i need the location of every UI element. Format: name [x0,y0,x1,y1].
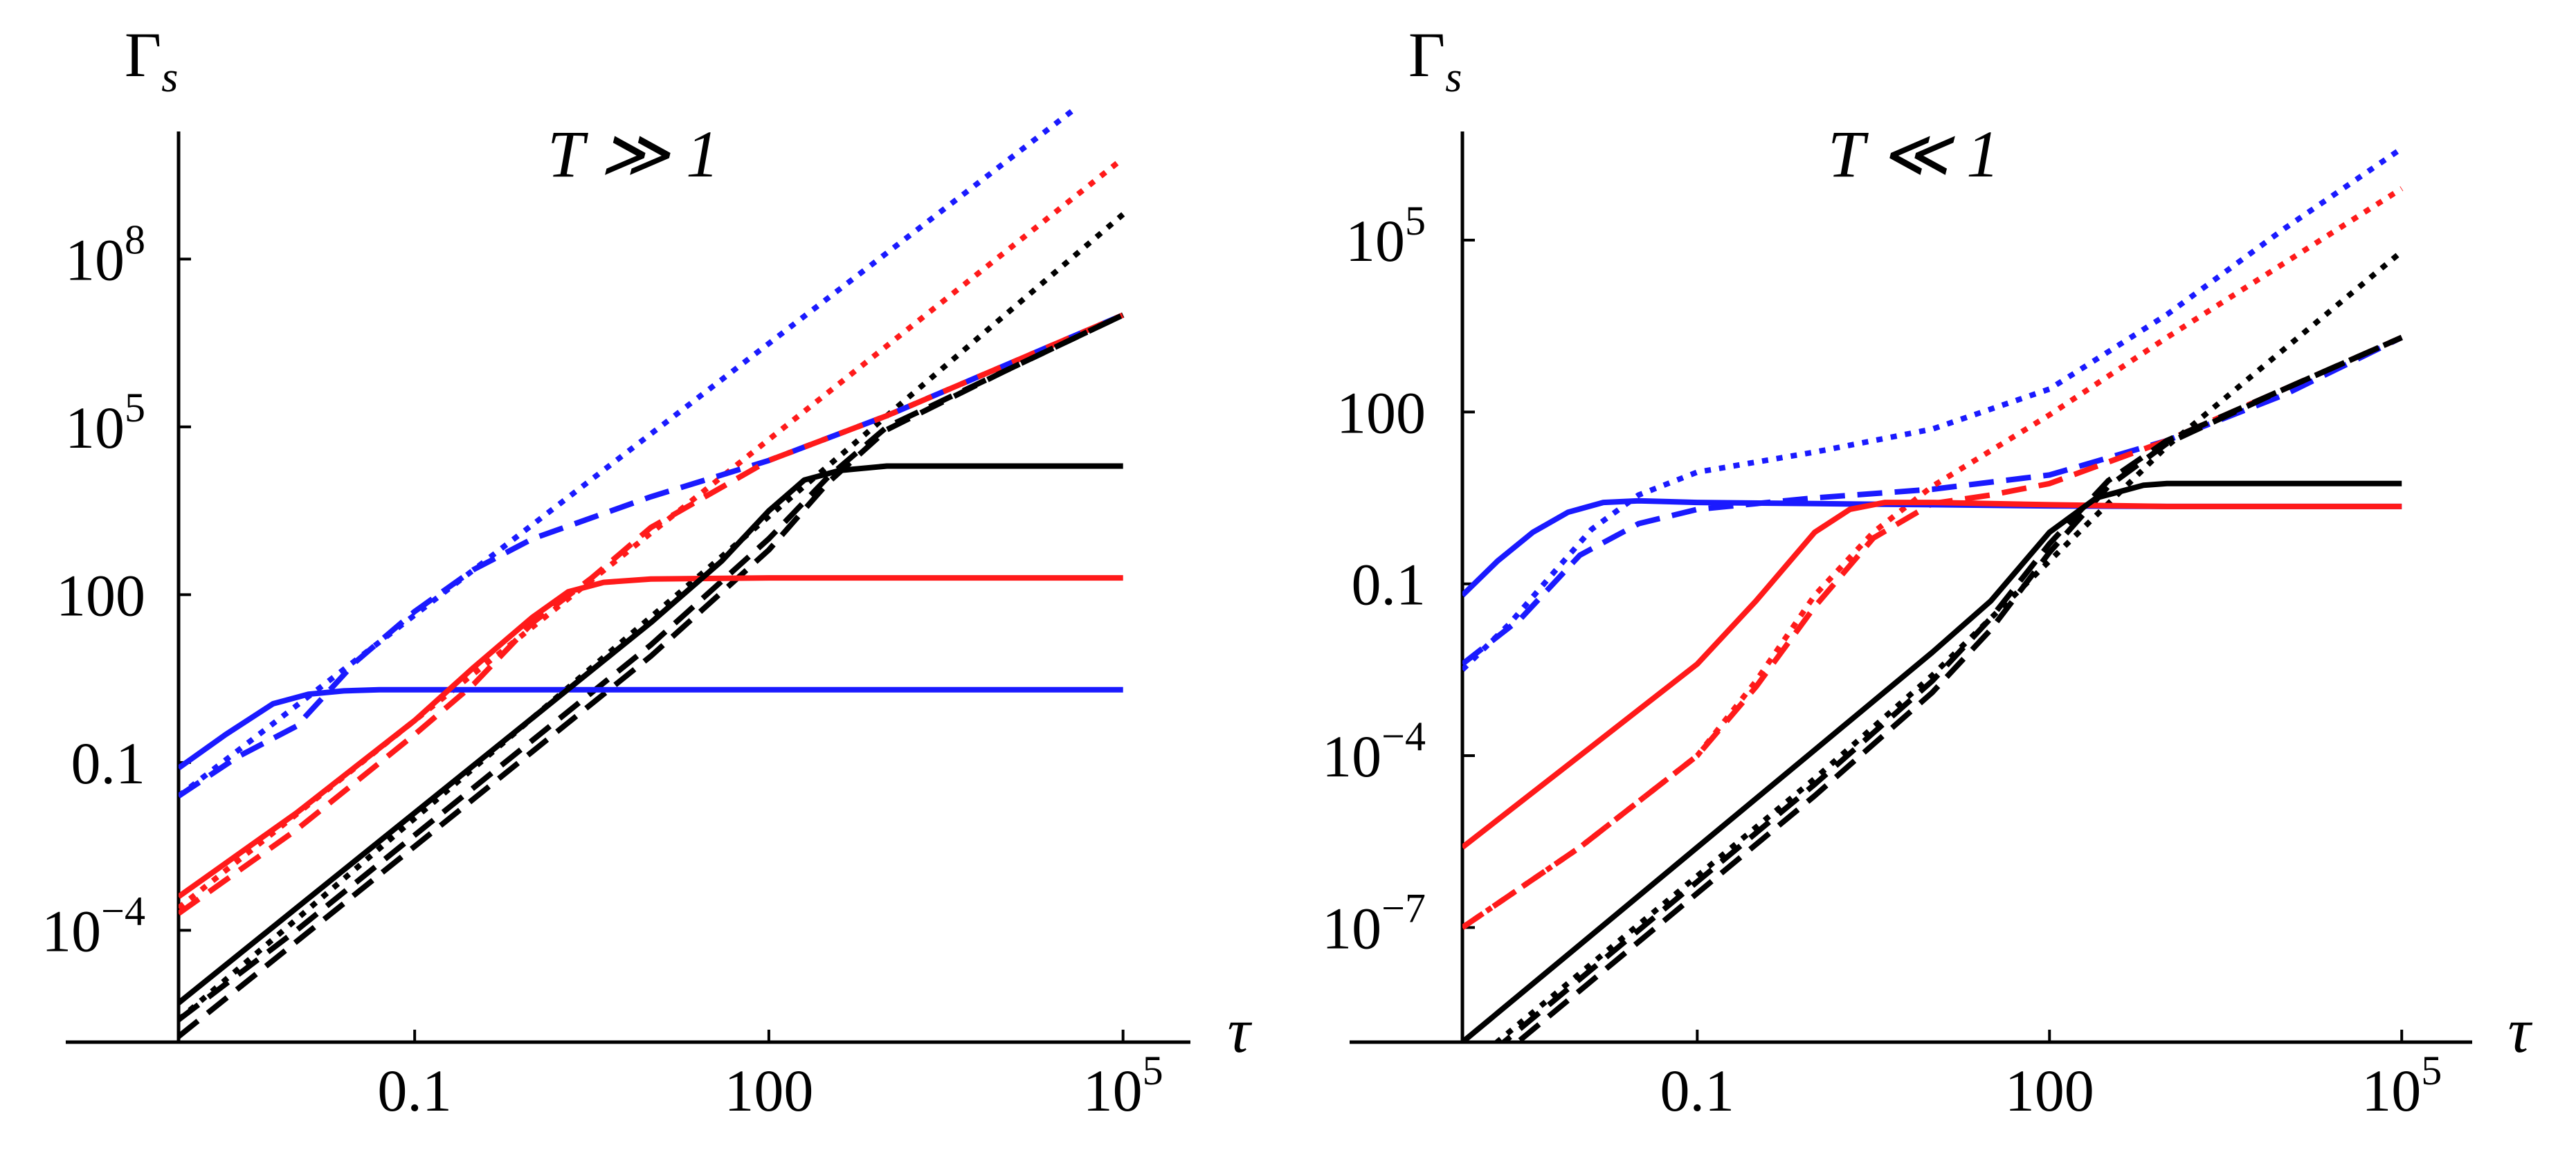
series-line-black-dashed-2 [1513,335,2403,1042]
panel-title: T ≪ 1 [1828,117,1999,191]
x-tick-label: 105 [1083,1048,1163,1124]
y-axis-label: Γs [1408,19,1462,101]
series-line-black-dashed-2 [179,312,1125,1039]
series-line-red-dotted [179,156,1125,911]
series-line-blue-solid [1462,498,2402,598]
y-tick-label: 10−7 [1322,885,1426,961]
series-line-red-dotted [1462,186,2404,930]
series-line-red-dashed [1462,335,2403,930]
series-line-red-solid [1462,500,2402,850]
series-line-black-dashed-1 [1499,335,2403,1042]
x-axis-label: τ [2508,995,2533,1066]
x-tick-label: 105 [2361,1048,2442,1124]
series-line-blue-dotted [1462,146,2404,672]
y-tick-label: 0.1 [71,730,146,796]
series-line-blue-solid [179,686,1123,771]
series-group [1462,146,2404,1042]
y-tick-label: 100 [56,562,145,628]
right-panel: 0.1 100 105 10−7 10−4 0.1 100 105 τ Γs T ≪ 1 [1322,19,2532,1124]
y-tick-label: 108 [65,217,145,293]
series-line-black-dotted [1492,249,2404,1042]
y-tick-label: 105 [65,385,145,461]
series-line-blue-dashed [179,312,1125,799]
y-tick-label: 0.1 [1352,552,1426,618]
y-axis-label: Γs [125,19,178,101]
series-line-black-dotted [179,212,1125,1022]
x-axis-label: τ [1228,995,1253,1066]
x-tick-label: 0.1 [1660,1057,1735,1124]
y-tick-label: 10−4 [1322,713,1426,790]
y-tick-label: 10−4 [42,888,145,964]
series-line-red-dashed [179,312,1125,916]
x-tick-label: 100 [724,1057,813,1124]
x-tick-label: 0.1 [377,1057,452,1124]
series-line-black-solid [179,463,1123,1005]
y-tick-label: 100 [1336,379,1426,446]
series-line-black-solid [1462,480,2402,1042]
series-group [179,106,1125,1039]
series-line-red-solid [179,575,1123,900]
x-tick-label: 100 [2005,1057,2094,1124]
panel-title: T ≫ 1 [547,117,719,191]
series-line-black-dashed-1 [179,312,1125,1022]
left-panel: 0.1 100 105 10−4 0.1 100 105 108 τ Γs T ≫ 1 [42,19,1252,1124]
y-tick-label: 105 [1345,198,1426,274]
